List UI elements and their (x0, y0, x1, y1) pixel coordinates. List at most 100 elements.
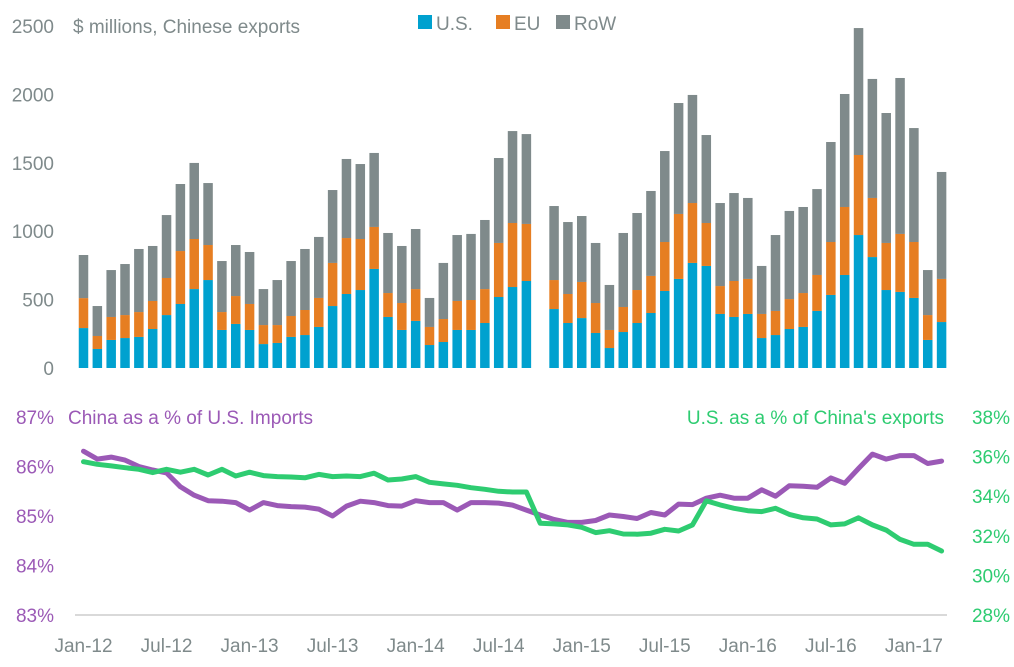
bar-stack (632, 213, 642, 368)
legend-swatch-us (418, 15, 432, 29)
bar-stack (743, 197, 753, 368)
bar-row (549, 206, 559, 281)
bar-row (521, 134, 532, 224)
line-series (81, 448, 945, 554)
bar-us (784, 329, 795, 368)
bar-y-tick-label: 500 (22, 291, 54, 312)
bar-us (230, 323, 241, 368)
legend-label: EU (514, 14, 540, 35)
bar-us (936, 322, 947, 368)
bar-us (715, 313, 725, 368)
bar-stack (203, 183, 213, 368)
bar-us (383, 316, 393, 368)
bar-eu (521, 223, 532, 281)
bar-us (743, 313, 753, 368)
bar-row (217, 261, 227, 313)
x-tick-label: Jan-16 (719, 636, 777, 657)
bar-y-tick-label: 2500 (12, 17, 54, 38)
bar-row (466, 233, 476, 301)
right-y-tick-label: 36% (972, 448, 1010, 469)
bar-row (673, 103, 684, 214)
bar-eu (909, 242, 919, 298)
bar-eu (203, 245, 213, 281)
bar-row (756, 265, 767, 314)
bar-eu (341, 238, 352, 294)
bar-row (909, 128, 919, 243)
right-y-tick-label: 32% (972, 527, 1010, 548)
x-tick-label: Jan-12 (54, 636, 112, 657)
bar-stack (300, 248, 310, 368)
bar-us (867, 257, 878, 368)
bar-eu (729, 280, 739, 317)
bar-row (812, 189, 822, 275)
bar-row (701, 135, 712, 223)
bar-eu (286, 316, 296, 337)
bar-eu (466, 300, 476, 330)
bar-chart-title: $ millions, Chinese exports (73, 17, 300, 38)
left-axis-title: China as a % of U.S. Imports (68, 408, 313, 429)
bar-stack (549, 206, 559, 368)
bar-stack (92, 306, 103, 368)
bar-row (314, 236, 324, 298)
bar-eu (701, 222, 712, 266)
legend-swatch-row (556, 15, 570, 29)
bar-us (466, 329, 476, 368)
bar-stack (147, 245, 158, 368)
bar-row (604, 284, 615, 330)
bar-row (881, 113, 891, 243)
bar-row (576, 216, 587, 282)
bar-stack (812, 189, 822, 368)
bar-us (120, 338, 130, 368)
bar-eu (424, 326, 435, 346)
x-tick-label: Jul-14 (473, 636, 525, 657)
bar-stack (314, 236, 324, 368)
right-y-axis: 28% 30% 32% 34% 36% 38% (972, 408, 1010, 627)
bar-stack (673, 103, 684, 368)
bar-row (853, 28, 864, 156)
line-us-share-china-exports (81, 459, 945, 554)
bar-eu (826, 242, 836, 295)
bar-us (286, 336, 296, 368)
bar-eu (410, 289, 421, 321)
bar-legend: U.S. EU RoW (418, 14, 616, 35)
bar-y-tick-label: 2000 (12, 85, 54, 106)
bar-us (563, 322, 573, 368)
bar-eu (632, 290, 642, 323)
bar-stack (770, 235, 781, 368)
bar-row (106, 270, 116, 317)
bar-stack (355, 164, 366, 368)
bar-stack (258, 289, 269, 368)
bar-row (120, 264, 130, 316)
bar-us (507, 287, 518, 368)
bar-stack (217, 261, 227, 368)
bar-eu (355, 238, 366, 291)
bar-eu (770, 310, 781, 336)
bar-row (839, 93, 850, 207)
bar-eu (258, 325, 269, 345)
bar-stack (604, 284, 615, 368)
bar-us (217, 329, 227, 368)
bar-eu (480, 289, 490, 323)
x-axis: Jan-12 Jul-12 Jan-13 Jul-13 Jan-14 Jul-14 Jan-… (54, 636, 943, 657)
bar-stack (438, 262, 449, 368)
x-tick-label: Jul-15 (639, 636, 691, 657)
bar-row (770, 235, 781, 311)
bar-stack (410, 229, 421, 368)
bar-us (106, 339, 116, 368)
bar-us (189, 289, 199, 368)
left-y-tick-label: 87% (16, 408, 54, 429)
bar-eu (438, 319, 449, 343)
bar-row (203, 183, 213, 246)
bar-eu (660, 242, 670, 291)
bar-us (853, 235, 864, 368)
bar-us (590, 332, 601, 368)
bar-stack (618, 232, 629, 368)
bar-us (839, 274, 850, 368)
bar-row (161, 215, 172, 278)
bar-eu (189, 238, 199, 290)
bar-us (756, 338, 767, 368)
bar-stack (120, 264, 130, 368)
bar-row (507, 131, 518, 223)
bar-us (826, 294, 836, 368)
bar-us (604, 348, 615, 368)
